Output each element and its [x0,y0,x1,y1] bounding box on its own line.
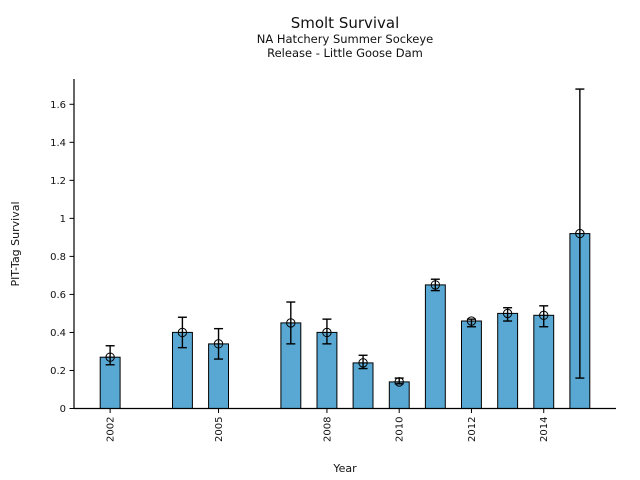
chart-subtitle-1: NA Hatchery Summer Sockeye [257,32,434,46]
x-tick-label: 2012 [467,417,478,442]
y-tick-label: 1.6 [50,100,66,111]
bar [424,284,446,409]
bar [461,320,482,409]
x-tick-label: 2002 [106,417,117,442]
bar [352,362,374,409]
y-tick-label: 1.4 [50,138,66,149]
x-tick-label: 2010 [395,417,406,442]
x-tick-label: 2005 [214,417,225,442]
error-bars-layer [105,88,585,387]
x-axis-label: Year [332,462,357,475]
y-tick-label: 0.2 [50,366,66,377]
y-tick-label: 0 [60,404,66,415]
y-axis-label: PIT-Tag Survival [9,201,22,286]
y-tick-label: 1.2 [50,176,66,187]
x-tick-label: 2014 [539,417,550,442]
x-tick-label: 2008 [322,417,333,442]
chart-subtitle-2: Release - Little Goose Dam [267,46,423,60]
y-tick-label: 0.6 [50,290,66,301]
bars-layer [99,233,591,410]
axes-layer: 0 0.2 0.4 0.6 0.8 1 1.2 1.4 1.6 2002 2005 2008 2010 2… [50,79,616,442]
chart-title: Smolt Survival [291,14,400,32]
bar [497,312,519,409]
bar [533,314,555,409]
y-tick-label: 0.8 [50,252,66,263]
y-tick-label: 1 [60,214,66,225]
y-tick-label: 0.4 [50,328,66,339]
